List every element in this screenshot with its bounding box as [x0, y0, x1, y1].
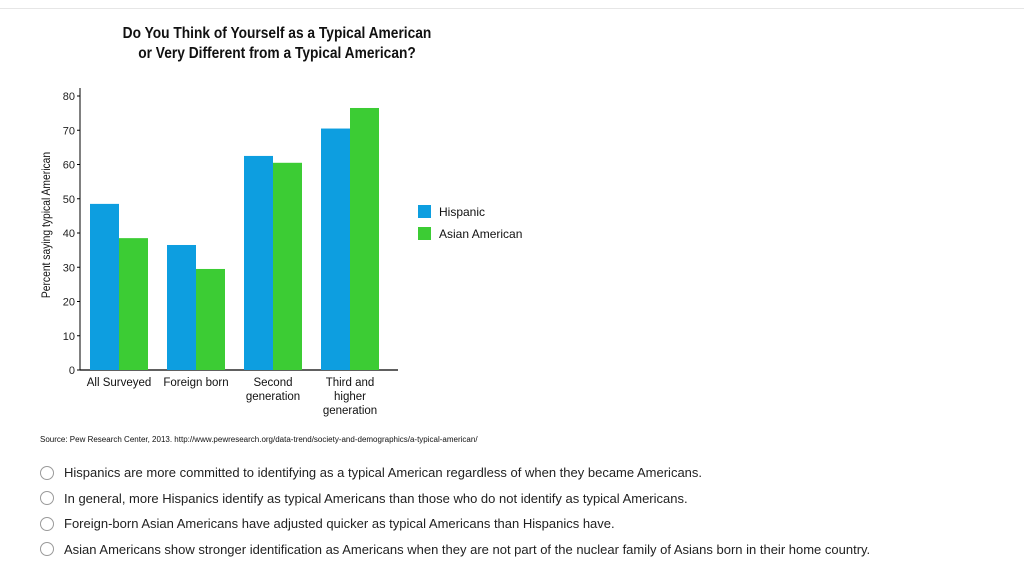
- bar-asian-american: [350, 108, 379, 370]
- radio-button[interactable]: [40, 466, 54, 480]
- bar-hispanic: [90, 204, 119, 370]
- legend-label: Hispanic: [439, 205, 485, 219]
- y-tick-label: 10: [63, 331, 75, 343]
- answer-option-text: Asian Americans show stronger identifica…: [64, 542, 870, 557]
- x-tick-label: Third and: [326, 377, 375, 389]
- x-tick-label: generation: [246, 391, 300, 403]
- legend-label: Asian American: [439, 227, 522, 241]
- radio-button[interactable]: [40, 517, 54, 531]
- y-tick-label: 0: [69, 365, 75, 377]
- bar-hispanic: [244, 156, 273, 370]
- radio-button[interactable]: [40, 491, 54, 505]
- answer-option[interactable]: Foreign-born Asian Americans have adjust…: [40, 511, 1010, 537]
- legend-swatch-hispanic: [418, 205, 431, 218]
- source-note: Source: Pew Research Center, 2013. http:…: [40, 435, 478, 444]
- y-tick-label: 40: [63, 228, 75, 240]
- answer-option-text: Hispanics are more committed to identify…: [64, 465, 702, 480]
- y-tick-label: 50: [63, 194, 75, 206]
- y-tick-label: 30: [63, 262, 75, 274]
- radio-button[interactable]: [40, 542, 54, 556]
- bar-asian-american: [273, 163, 302, 370]
- x-tick-label: All Surveyed: [87, 377, 152, 389]
- y-tick-label: 70: [63, 125, 75, 137]
- bar-chart: 0 10 20 30 40 50 60 70 80 All Surveyed Foreign bor…: [0, 0, 600, 430]
- x-tick-label: higher: [334, 391, 366, 403]
- answer-option[interactable]: Hispanics are more committed to identify…: [40, 460, 1010, 486]
- bar-hispanic: [321, 129, 350, 370]
- x-tick-label: Second: [253, 377, 292, 389]
- answer-options: Hispanics are more committed to identify…: [40, 460, 1010, 562]
- x-tick-label: Foreign born: [163, 377, 228, 389]
- y-tick-label: 60: [63, 160, 75, 172]
- answer-option-text: In general, more Hispanics identify as t…: [64, 491, 688, 506]
- answer-option[interactable]: Asian Americans show stronger identifica…: [40, 537, 1010, 562]
- answer-option-text: Foreign-born Asian Americans have adjust…: [64, 516, 615, 531]
- bar-hispanic: [167, 245, 196, 370]
- y-tick-label: 80: [63, 91, 75, 103]
- bar-asian-american: [119, 238, 148, 370]
- y-tick-label: 20: [63, 297, 75, 309]
- legend-swatch-asian-american: [418, 227, 431, 240]
- x-tick-label: generation: [323, 405, 377, 417]
- bar-asian-american: [196, 269, 225, 370]
- answer-option[interactable]: In general, more Hispanics identify as t…: [40, 486, 1010, 512]
